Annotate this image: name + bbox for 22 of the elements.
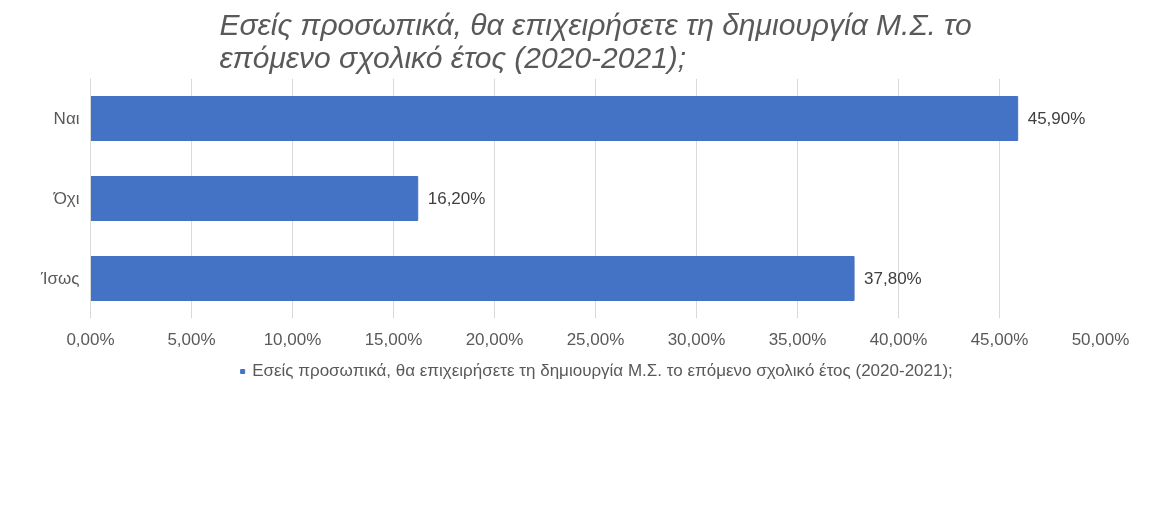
y-tick-label: Ναι xyxy=(53,109,80,128)
x-tick-label: 45,00% xyxy=(970,329,1029,349)
y-tick-label: Ίσως xyxy=(40,269,80,288)
bar xyxy=(90,176,419,221)
x-tick-label: 40,00% xyxy=(869,329,928,349)
chart-title: Εσείς προσωπικά, θα επιχειρήσετε τη δημιουργία Μ.Σ. το επόμενο σχολικό έτος (2020-2021); xyxy=(219,7,972,74)
x-tick-label: 10,00% xyxy=(263,329,322,349)
y-tick-label: Όχι xyxy=(52,189,80,208)
x-tick-label: 20,00% xyxy=(465,329,524,349)
bar xyxy=(90,256,855,301)
data-label: 45,90% xyxy=(1027,109,1086,128)
legend-label: Εσείς προσωπικά, θα επιχειρήσετε τη δημιουργία Μ.Σ. το επόμενο σχολικό έτος (2020-2021); xyxy=(252,361,953,381)
x-tick-label: 25,00% xyxy=(566,329,625,349)
x-tick-label: 15,00% xyxy=(364,329,423,349)
data-label: 16,20% xyxy=(427,189,486,208)
data-label: 37,80% xyxy=(864,269,922,288)
x-tick-label: 5,00% xyxy=(167,329,216,349)
x-tick-label: 35,00% xyxy=(768,329,827,349)
x-tick-label: 0,00% xyxy=(66,329,115,349)
bar xyxy=(90,96,1019,141)
x-tick-label: 30,00% xyxy=(667,329,726,349)
x-tick-label: 50,00% xyxy=(1071,329,1130,349)
